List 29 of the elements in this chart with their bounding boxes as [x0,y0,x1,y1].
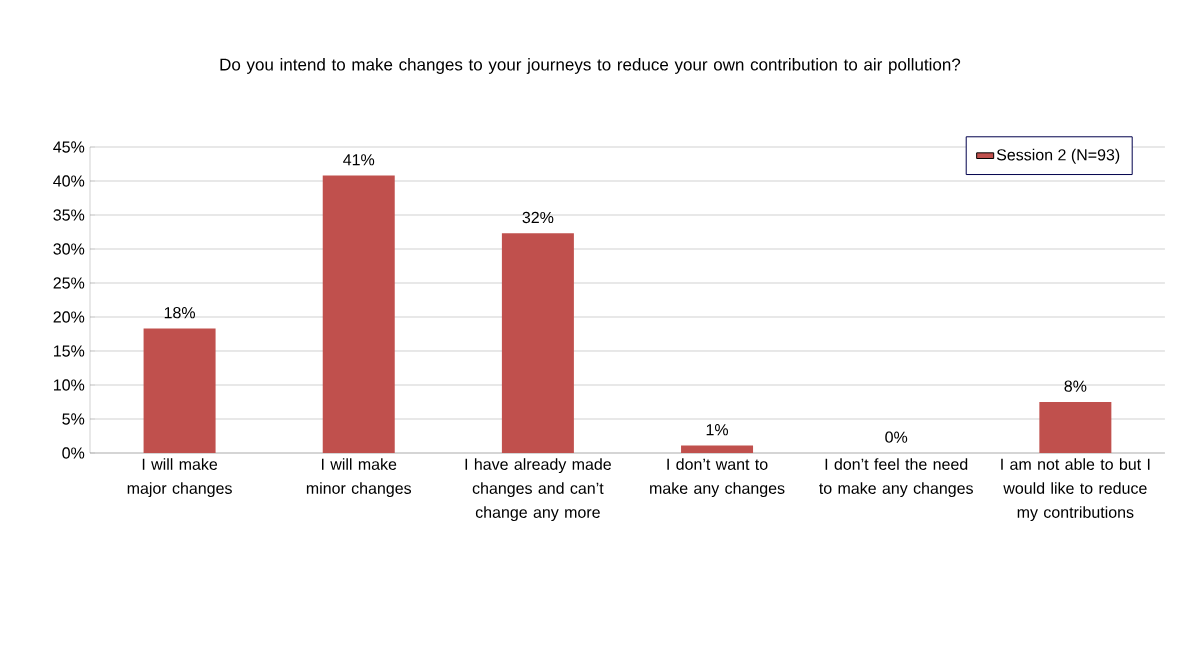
data-label: 18% [164,307,196,319]
y-tick-label: 15% [54,345,85,357]
bar [501,233,574,453]
data-label: 41% [343,154,375,166]
bar [681,445,754,453]
x-tick-label: I don’t want to make any changes [650,458,785,498]
x-tick-label: I will make major changes [127,458,232,498]
y-tick-label: 0% [62,447,85,459]
y-tick-label: 35% [53,209,85,221]
legend-label: Session 2 (N=93) [996,148,1120,164]
y-tick-label: 5% [62,413,85,425]
data-label: 0% [885,431,908,443]
x-tick-label: I have already made changes and can’t change any more [465,458,611,522]
bar [322,175,395,453]
y-tick-label: 10% [54,379,85,391]
bar [143,328,216,453]
y-tick-label: 20% [53,311,85,323]
x-tick-label: I am not able to but I would like to reduce my contributions [1001,458,1150,522]
data-label: 1% [706,424,729,436]
data-label: 32% [522,211,554,224]
y-tick-label: 25% [53,277,85,289]
bar [1039,402,1112,453]
y-tick-label: 40% [53,175,85,187]
x-tick-label: I will make minor changes [306,458,412,498]
x-tick-label: I don’t feel the need to make any changes [819,458,973,498]
chart-title: Do you intend to make changes to your journeys to reduce your own contribution to air pollution? [220,58,961,74]
data-label: 8% [1064,380,1087,392]
y-tick-label: 45% [53,141,85,153]
y-tick-label: 30% [53,243,85,255]
